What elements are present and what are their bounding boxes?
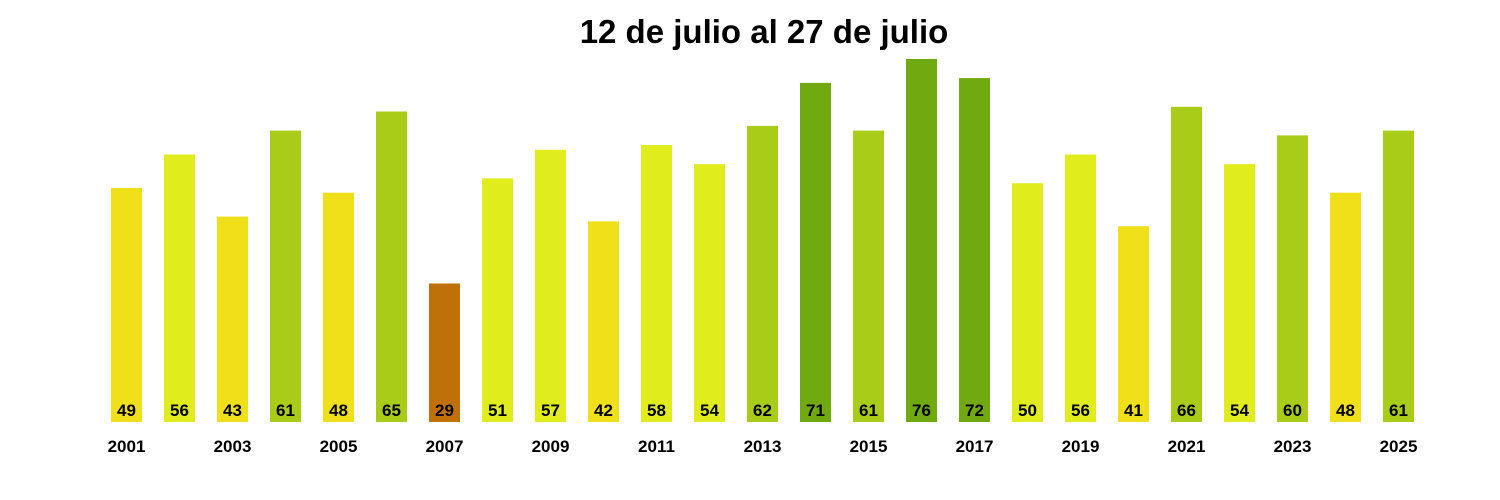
value-label-2021: 66 [1177, 401, 1196, 420]
bar-2020 [1118, 226, 1149, 422]
bar-2017 [959, 78, 990, 422]
x-tick-label-2011: 2011 [638, 437, 675, 456]
value-label-2006: 65 [382, 401, 401, 420]
value-label-2022: 54 [1230, 401, 1249, 420]
bar-2023 [1277, 135, 1308, 422]
value-label-2018: 50 [1018, 401, 1037, 420]
value-label-2007: 29 [435, 401, 454, 420]
value-label-2002: 56 [170, 401, 189, 420]
x-tick-label-2013: 2013 [744, 437, 782, 456]
bar-2022 [1224, 164, 1255, 422]
bar-2010 [588, 221, 619, 422]
bar-2011 [641, 145, 672, 422]
bar-2012 [694, 164, 725, 422]
x-tick-label-2023: 2023 [1274, 437, 1312, 456]
value-label-2008: 51 [488, 401, 507, 420]
value-label-2012: 54 [700, 401, 719, 420]
value-label-2014: 71 [806, 401, 825, 420]
bar-2018 [1012, 183, 1043, 422]
value-label-2010: 42 [594, 401, 613, 420]
value-label-2020: 41 [1124, 401, 1143, 420]
value-labels-group: 49 56 43 61 48 65 29 51 57 42 58 54 62 71 61 76 72 50 56 41… [117, 401, 1408, 420]
value-label-2003: 43 [223, 401, 242, 420]
x-tick-label-2003: 2003 [214, 437, 252, 456]
bar-2019 [1065, 154, 1096, 422]
bar-2003 [217, 216, 248, 422]
value-label-2001: 49 [117, 401, 136, 420]
value-label-2004: 61 [276, 401, 295, 420]
bar-2009 [535, 149, 566, 423]
bars-group [111, 59, 1414, 423]
value-label-2011: 58 [647, 401, 666, 420]
bar-2025 [1383, 130, 1414, 422]
bar-2008 [482, 178, 513, 422]
bar-2015 [853, 130, 884, 422]
x-tick-label-2007: 2007 [426, 437, 464, 456]
bar-2005 [323, 192, 354, 422]
value-label-2015: 61 [859, 401, 878, 420]
bar-2024 [1330, 192, 1361, 422]
value-label-2023: 60 [1283, 401, 1302, 420]
value-label-2013: 62 [753, 401, 772, 420]
value-label-2024: 48 [1336, 401, 1355, 420]
x-tick-label-2015: 2015 [850, 437, 888, 456]
x-axis-tick-labels: 2001 2003 2005 2007 2009 2011 2013 2015 2017 2019… [108, 437, 1418, 456]
value-label-2005: 48 [329, 401, 348, 420]
value-label-2016: 76 [912, 401, 931, 420]
x-tick-label-2005: 2005 [320, 437, 358, 456]
x-tick-label-2017: 2017 [956, 437, 994, 456]
value-label-2019: 56 [1071, 401, 1090, 420]
bar-2016 [906, 59, 937, 422]
value-label-2017: 72 [965, 401, 984, 420]
bar-2001 [111, 188, 142, 422]
x-tick-label-2025: 2025 [1380, 437, 1418, 456]
x-tick-label-2021: 2021 [1168, 437, 1206, 456]
x-tick-label-2009: 2009 [532, 437, 570, 456]
chart-title: 12 de julio al 27 de julio [580, 13, 949, 50]
bar-2007 [429, 283, 460, 422]
value-label-2025: 61 [1389, 401, 1408, 420]
bar-2006 [376, 111, 407, 422]
x-tick-label-2001: 2001 [108, 437, 146, 456]
value-label-2009: 57 [541, 401, 560, 420]
bar-2004 [270, 130, 301, 422]
bar-2002 [164, 154, 195, 422]
x-tick-label-2019: 2019 [1062, 437, 1100, 456]
bar-2013 [747, 125, 778, 423]
bar-2021 [1171, 106, 1202, 423]
bar-2014 [800, 82, 831, 423]
